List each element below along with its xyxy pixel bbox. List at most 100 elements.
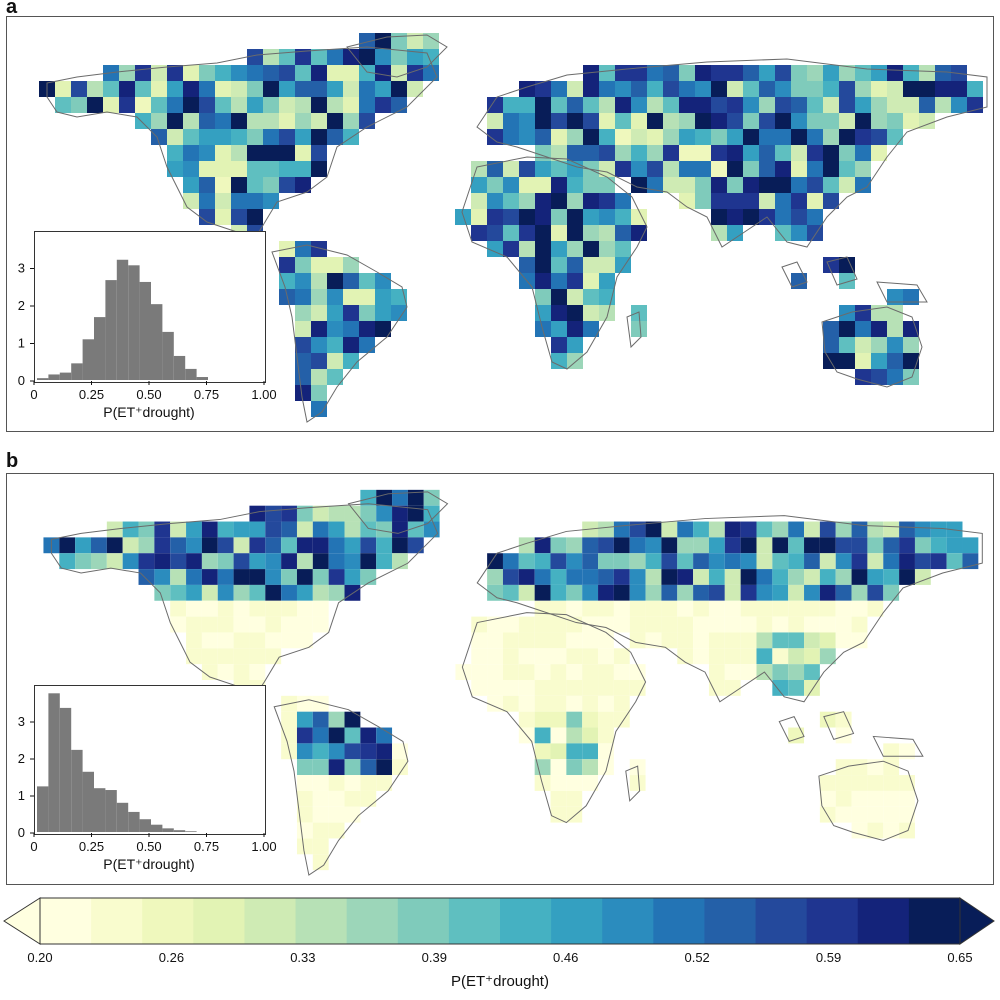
- grid-cell: [312, 616, 329, 633]
- grid-cell: [343, 257, 359, 273]
- grid-cell: [487, 113, 503, 129]
- grid-cell: [233, 616, 250, 633]
- grid-cell: [471, 177, 487, 193]
- grid-cell: [487, 648, 503, 665]
- grid-cell: [724, 537, 741, 554]
- grid-cell: [311, 161, 327, 177]
- colorbar-tick-label: 0.20: [27, 950, 52, 965]
- grid-cell: [551, 145, 567, 161]
- grid-cell: [312, 711, 329, 728]
- grid-cell: [663, 113, 679, 129]
- coastline: [271, 244, 408, 423]
- grid-cell: [807, 193, 823, 209]
- grid-cell: [839, 97, 855, 113]
- grid-cell: [535, 241, 551, 257]
- grid-cell: [759, 65, 775, 81]
- grid-cell: [233, 648, 250, 665]
- grid-cell: [743, 161, 759, 177]
- grid-cell: [535, 289, 551, 305]
- grid-cell: [871, 145, 887, 161]
- grid-cell: [328, 775, 345, 791]
- grid-cell: [566, 648, 583, 665]
- grid-cell: [807, 65, 823, 81]
- grid-cell: [106, 553, 123, 570]
- grid-cell: [407, 521, 424, 538]
- grid-cell: [887, 321, 903, 337]
- grid-cell: [487, 584, 503, 601]
- histogram-bar: [48, 374, 60, 380]
- grid-cell: [839, 81, 855, 97]
- grid-cell: [599, 257, 615, 273]
- grid-cell: [312, 553, 329, 570]
- grid-cell: [871, 337, 887, 353]
- grid-cell: [663, 161, 679, 177]
- grid-cell: [392, 521, 408, 538]
- grid-cell: [215, 145, 231, 161]
- grid-cell: [791, 177, 807, 193]
- grid-cell: [613, 664, 630, 680]
- grid-cell: [613, 521, 630, 538]
- grid-cell: [835, 806, 852, 823]
- grid-cell: [583, 145, 599, 161]
- grid-cell: [647, 161, 663, 177]
- grid-cell: [772, 632, 789, 649]
- grid-cell: [724, 664, 741, 680]
- grid-cell: [535, 209, 551, 225]
- grid-cell: [503, 225, 519, 241]
- grid-cell: [867, 775, 884, 791]
- grid-cell: [375, 49, 391, 65]
- grid-cell: [518, 648, 535, 665]
- grid-cell: [312, 537, 329, 554]
- grid-cell: [759, 177, 775, 193]
- grid-cell: [231, 81, 247, 97]
- grid-cell: [903, 321, 919, 337]
- grid-cell: [756, 553, 773, 570]
- grid-cell: [695, 129, 711, 145]
- grid-cell: [727, 145, 743, 161]
- grid-cell: [788, 727, 805, 744]
- grid-cell: [502, 632, 519, 649]
- grid-cell: [583, 321, 599, 337]
- grid-cell: [296, 569, 313, 585]
- grid-cell: [759, 161, 775, 177]
- grid-cell: [312, 743, 329, 760]
- grid-cell: [138, 569, 155, 585]
- grid-cell: [487, 241, 503, 257]
- grid-cell: [295, 337, 311, 353]
- grid-cell: [914, 553, 931, 570]
- grid-cell: [296, 806, 313, 823]
- grid-cell: [598, 711, 614, 728]
- grid-cell: [295, 97, 311, 113]
- grid-cell: [582, 759, 599, 776]
- grid-cell: [327, 337, 343, 353]
- grid-cell: [711, 113, 727, 129]
- grid-cell: [215, 81, 231, 97]
- grid-cell: [233, 569, 250, 585]
- grid-cell: [551, 113, 567, 129]
- grid-cell: [503, 193, 519, 209]
- grid-cell: [677, 537, 694, 554]
- grid-cell: [295, 241, 311, 257]
- grid-cell: [183, 177, 199, 193]
- grid-cell: [819, 569, 836, 585]
- grid-cell: [122, 537, 139, 554]
- grid-cell: [599, 305, 615, 321]
- grid-cell: [550, 600, 567, 617]
- grid-cell: [613, 600, 630, 617]
- grid-cell: [566, 553, 583, 570]
- grid-cell: [249, 521, 266, 538]
- grid-cell: [823, 129, 839, 145]
- grid-cell: [249, 664, 266, 680]
- grid-cell: [407, 537, 424, 554]
- grid-cell: [265, 600, 282, 617]
- grid-cell: [327, 81, 343, 97]
- colorbar-border: [39, 897, 961, 945]
- grid-cell: [312, 759, 329, 776]
- grid-cell: [631, 81, 647, 97]
- grid-cell: [823, 177, 839, 193]
- grid-cell: [951, 97, 967, 113]
- grid-cell: [217, 648, 234, 665]
- grid-cell: [167, 65, 183, 81]
- panel-b-label: b: [6, 450, 19, 472]
- grid-cell: [392, 759, 408, 776]
